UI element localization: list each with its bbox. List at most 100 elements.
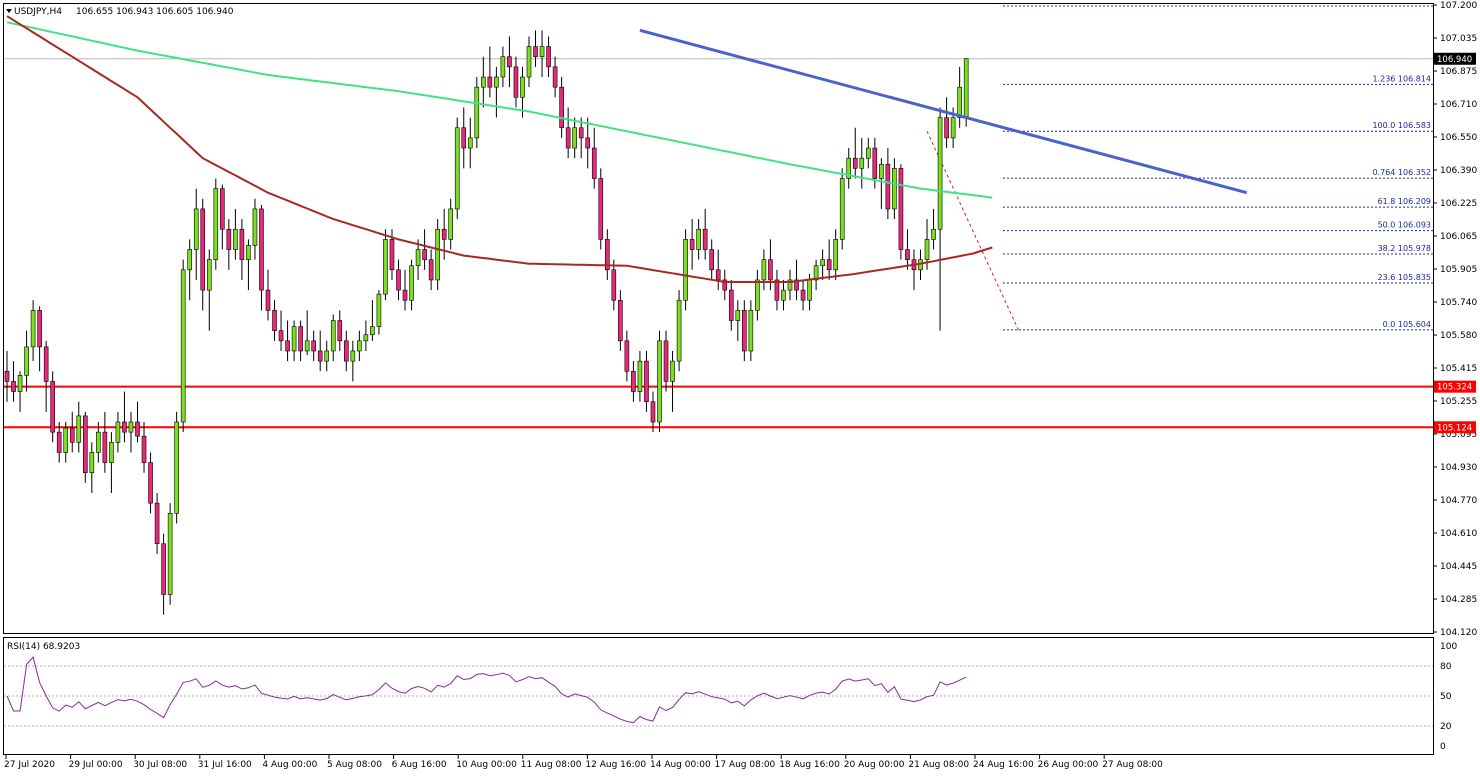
bearish-candle [317, 350, 323, 362]
bearish-candle [644, 360, 649, 402]
bearish-candle [50, 381, 55, 433]
bullish-candle [17, 375, 23, 392]
main-pane-frame [3, 3, 1434, 634]
price-tick-label: 105.740 [1440, 298, 1477, 308]
bearish-candle [154, 502, 160, 545]
bearish-candle [161, 543, 166, 595]
bullish-candle [474, 86, 480, 139]
bullish-candle [657, 340, 662, 423]
current-price-tag-text: 106.940 [1437, 55, 1472, 65]
bearish-candle [944, 117, 949, 139]
bearish-candle [872, 147, 878, 179]
bullish-candle [376, 293, 382, 327]
bullish-candle [187, 249, 192, 271]
bullish-candle [846, 157, 852, 179]
bullish-candle [748, 310, 754, 352]
bullish-candle [454, 127, 460, 210]
price-tick-label: 107.035 [1440, 34, 1477, 44]
bullish-candle [865, 147, 871, 159]
bullish-candle [180, 269, 186, 423]
bullish-candle [520, 76, 525, 98]
bullish-candle [807, 279, 812, 301]
bearish-candle [428, 259, 434, 281]
fib-level-label: 50.0 106.093 [1378, 221, 1431, 230]
date-tick-label: 14 Aug 00:00 [650, 760, 711, 770]
fib-level-label: 0.764 106.352 [1372, 168, 1431, 177]
bearish-candle [604, 239, 610, 271]
bullish-candle [735, 310, 741, 321]
fib-level-label: 61.8 106.209 [1378, 197, 1431, 206]
level-price-tag-text: 105.324 [1437, 383, 1472, 393]
bullish-candle [950, 117, 956, 139]
bearish-candle [311, 340, 316, 352]
bullish-candle [572, 127, 577, 149]
bearish-candle [611, 269, 617, 301]
bullish-candle [448, 208, 454, 240]
bullish-candle [30, 310, 36, 348]
bullish-candle [193, 208, 199, 250]
bullish-candle [963, 58, 969, 117]
bearish-candle [689, 239, 695, 250]
date-tick-label: 12 Aug 16:00 [585, 760, 646, 770]
bearish-candle [826, 259, 832, 271]
bullish-candle [89, 452, 95, 474]
bullish-candle [879, 163, 884, 179]
date-tick-label: 4 Aug 00:00 [262, 760, 317, 770]
candles-layer [4, 30, 969, 615]
price-tick-label: 104.930 [1440, 463, 1477, 473]
bearish-candle [585, 137, 591, 149]
bearish-candle [259, 208, 264, 291]
price-tick-label: 106.390 [1440, 166, 1477, 176]
bearish-candle [774, 279, 780, 301]
price-tick-label: 105.905 [1440, 265, 1477, 275]
bullish-candle [892, 168, 897, 210]
bullish-candle [252, 208, 258, 246]
bearish-candle [591, 147, 597, 179]
bullish-candle [481, 76, 486, 88]
bearish-candle [69, 427, 75, 443]
bearish-candle [11, 381, 16, 392]
bearish-candle [298, 326, 303, 352]
bearish-candle [102, 431, 108, 463]
bearish-candle [598, 178, 604, 240]
bullish-candle [683, 239, 688, 301]
bearish-candle [135, 421, 140, 437]
bearish-candle [552, 66, 558, 88]
bearish-candle [343, 340, 349, 362]
bearish-candle [4, 370, 10, 382]
bearish-candle [885, 163, 891, 210]
bullish-candle [291, 326, 297, 352]
bearish-candle [487, 76, 493, 88]
bearish-candle [650, 401, 656, 423]
price-tick-label: 105.095 [1440, 430, 1477, 440]
bearish-candle [728, 289, 734, 321]
date-axis: 27 Jul 2020 29 Jul 00:00 30 Jul 08:00 31 Ju… [4, 755, 1163, 770]
current-price-tag [1434, 52, 1476, 65]
bullish-candle [167, 513, 173, 595]
bearish-candle [389, 239, 395, 271]
bearish-candle [663, 340, 669, 382]
bullish-candle [76, 415, 82, 443]
bearish-candle [83, 415, 88, 474]
bullish-candle [787, 279, 793, 291]
price-tick-label: 105.415 [1440, 364, 1477, 374]
bullish-candle [435, 228, 440, 281]
date-tick-label: 24 Aug 16:00 [973, 760, 1034, 770]
bullish-candle [526, 46, 532, 78]
price-tick-label: 106.550 [1440, 133, 1477, 143]
bullish-candle [539, 46, 545, 58]
price-tick-label: 107.200 [1440, 1, 1477, 11]
rsi-layer [4, 656, 1433, 727]
bullish-candle [755, 279, 760, 311]
price-axis: 107.200 107.035 106.875 106.710 106.550 106.3… [1433, 1, 1477, 752]
bullish-candle [676, 299, 682, 362]
bullish-candle [357, 340, 362, 352]
fib-level-label: 1.236 106.814 [1372, 74, 1431, 83]
bearish-candle [272, 310, 277, 331]
bearish-candle [559, 86, 564, 129]
bearish-candle [220, 188, 225, 230]
bullish-candle [383, 239, 388, 295]
bullish-candle [174, 421, 179, 514]
bearish-candle [742, 310, 747, 352]
